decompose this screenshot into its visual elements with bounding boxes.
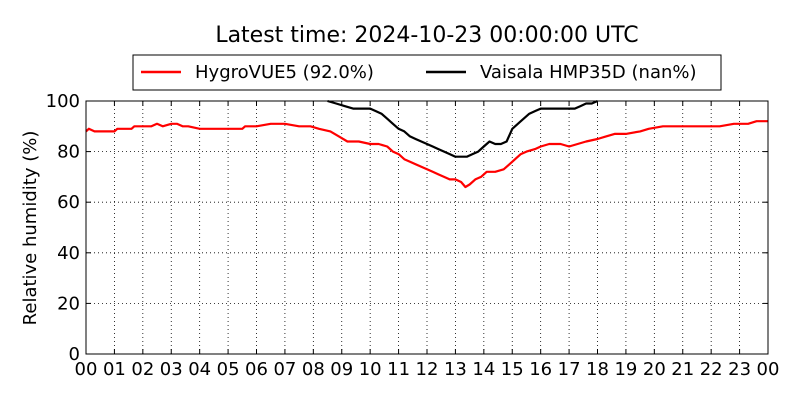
x-tick-label: 15 <box>501 359 524 380</box>
x-tick-label: 23 <box>728 359 751 380</box>
x-tick-label: 05 <box>217 359 240 380</box>
axis-ticks <box>85 100 769 355</box>
y-tick-labels: 0 20 40 60 80 100 <box>46 91 80 365</box>
legend-label-vaisala: Vaisala HMP35D (nan%) <box>480 62 697 83</box>
x-tick-label: 03 <box>160 359 183 380</box>
x-tick-label: 16 <box>529 359 552 380</box>
y-tick-label: 60 <box>57 192 80 213</box>
x-tick-label: 06 <box>245 359 268 380</box>
x-tick-label: 01 <box>103 359 126 380</box>
x-tick-label: 13 <box>444 359 467 380</box>
x-tick-label: 08 <box>302 359 325 380</box>
x-tick-label: 14 <box>472 359 495 380</box>
x-tick-labels: 00 01 02 03 04 05 06 07 08 09 10 11 12 13 14 15 16 17 18 19… <box>75 359 780 380</box>
y-tick-label: 40 <box>57 243 80 264</box>
y-tick-label: 0 <box>69 344 80 365</box>
x-tick-label: 11 <box>387 359 410 380</box>
x-tick-label: 20 <box>643 359 666 380</box>
x-tick-label: 12 <box>416 359 439 380</box>
x-tick-label: 07 <box>273 359 296 380</box>
series-layer <box>85 99 768 189</box>
x-tick-label: 21 <box>671 359 694 380</box>
y-tick-label: 80 <box>57 142 80 163</box>
y-tick-label: 20 <box>57 293 80 314</box>
x-tick-label: 19 <box>614 359 637 380</box>
series-line-vaisala <box>327 99 598 158</box>
x-tick-label: 02 <box>131 359 154 380</box>
x-tick-label: 18 <box>586 359 609 380</box>
x-tick-label: 00 <box>757 359 780 380</box>
y-tick-label: 100 <box>46 91 80 112</box>
x-tick-label: 09 <box>330 359 353 380</box>
x-tick-label: 00 <box>75 359 98 380</box>
x-tick-label: 10 <box>359 359 382 380</box>
y-axis-label: Relative humidity (%) <box>20 131 41 326</box>
grid-lines <box>86 101 768 354</box>
x-tick-label: 17 <box>558 359 581 380</box>
legend: HygroVUE5 (92.0%) Vaisala HMP35D (nan%) <box>132 54 722 91</box>
legend-label-hygrovue5: HygroVUE5 (92.0%) <box>195 62 374 83</box>
chart-title: Latest time: 2024-10-23 00:00:00 UTC <box>215 23 638 48</box>
series-line-hygrovue5 <box>85 120 768 189</box>
x-tick-label: 22 <box>700 359 723 380</box>
x-tick-label: 04 <box>188 359 211 380</box>
